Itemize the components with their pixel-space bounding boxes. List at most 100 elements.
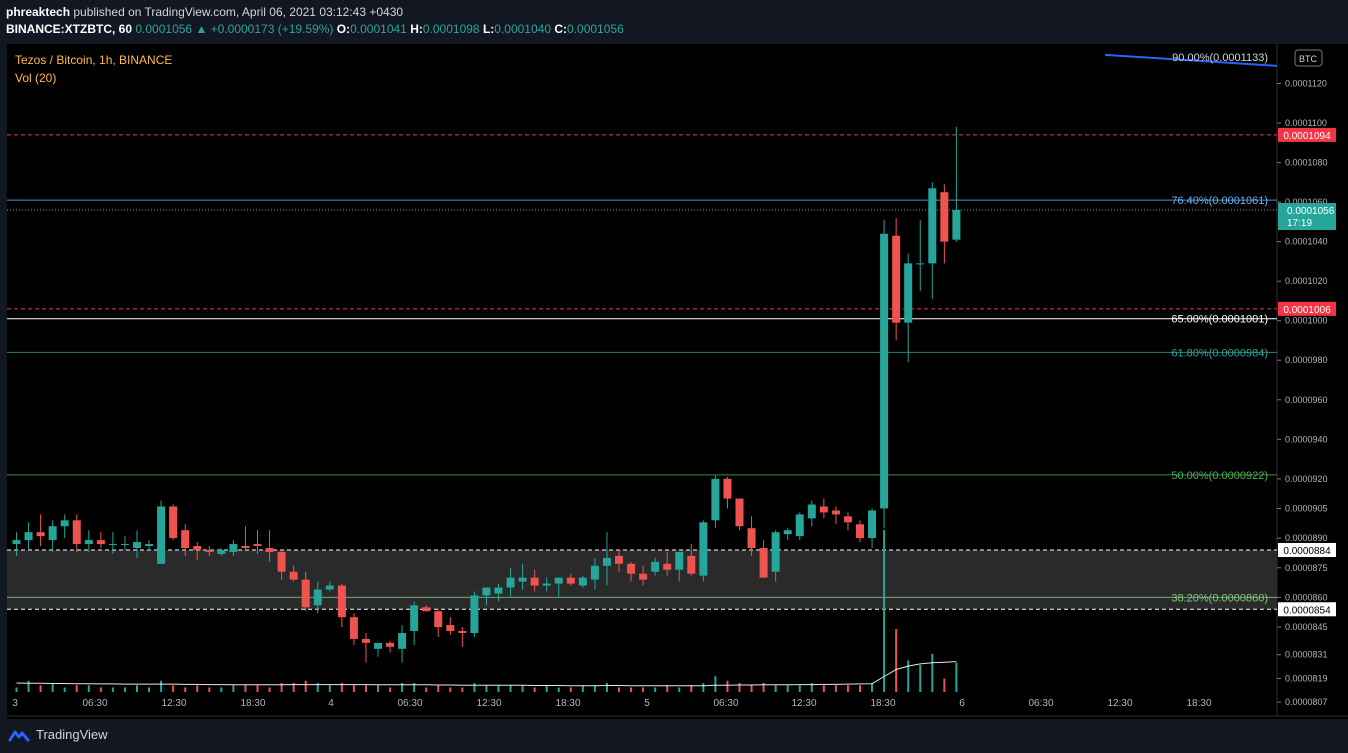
candle-body [675, 551, 684, 570]
candle-body [856, 524, 864, 539]
candle-body [301, 579, 310, 608]
fib-label: 61.80%(0.0000984) [1171, 347, 1268, 359]
candle-body [639, 573, 648, 580]
candle-body [48, 526, 57, 541]
x-tick-label: 06:30 [397, 698, 422, 709]
candle-body [145, 544, 154, 547]
candle-body [349, 617, 358, 639]
candle-countdown: 17:19 [1287, 218, 1312, 229]
candle-body [289, 571, 298, 580]
chart-header: phreaktech published on TradingView.com,… [0, 0, 1348, 44]
candle-body [747, 528, 756, 548]
tradingview-logo-icon [8, 730, 30, 741]
x-tick-label: 12:30 [476, 698, 501, 709]
y-tick-label: 0.0000807 [1285, 697, 1328, 707]
candle-body [542, 583, 551, 586]
high-value: 0.0001098 [422, 22, 480, 36]
candle-body [554, 577, 563, 584]
candle-body [72, 520, 81, 545]
candle-body [843, 516, 852, 523]
volume-legend[interactable]: Vol (20) [15, 71, 56, 85]
candle-body [663, 563, 672, 570]
candle-body [169, 506, 178, 539]
chart-background[interactable] [7, 44, 1277, 719]
price-line-label-bg [1278, 127, 1336, 142]
candle-body [590, 565, 599, 580]
candle-body [205, 549, 214, 552]
candle-body [482, 587, 491, 596]
candle-body [12, 540, 21, 545]
candle-body [386, 642, 395, 647]
candle-body [699, 522, 708, 576]
high-label: H: [410, 22, 423, 36]
y-tick-label: 0.0001000 [1285, 316, 1328, 326]
footer: TradingView [0, 719, 1348, 753]
candle-body [60, 520, 69, 527]
price-scale[interactable] [1277, 44, 1348, 719]
candle-body [807, 504, 816, 519]
price-chart[interactable]: 0.00011200.00011000.00010800.00010600.00… [0, 44, 1348, 719]
fib-trend-line [1104, 53, 1278, 67]
candle-body [181, 530, 190, 548]
y-tick-label: 0.0000890 [1285, 533, 1328, 543]
currency-badge[interactable] [1294, 49, 1323, 67]
candle-body [337, 585, 346, 618]
candle-body [277, 551, 286, 572]
y-tick-label: 0.0000905 [1285, 503, 1328, 513]
candle-body [96, 540, 105, 545]
last-price: 0.0001056 [135, 22, 193, 36]
low-label: L: [482, 22, 495, 36]
publish-text: published on TradingView.com, April 06, … [73, 5, 404, 19]
tradingview-logo[interactable]: TradingView [8, 727, 108, 742]
candle-body [374, 642, 382, 649]
x-tick-label: 18:30 [870, 698, 895, 709]
candle-body [795, 514, 804, 537]
candle-body [952, 210, 961, 240]
candle-body [434, 611, 443, 628]
candle-body [602, 557, 611, 566]
ohlc-line: BINANCE:XTZBTC, 60 0.0001056 ▲ +0.000017… [6, 22, 624, 36]
y-tick-label: 0.0000960 [1285, 395, 1328, 405]
candle-body [578, 577, 587, 586]
candle-body [398, 632, 407, 649]
candle-body [241, 546, 250, 548]
price-line-label: 0.0000884 [1283, 546, 1331, 557]
candle-body [36, 532, 45, 537]
candle-body [735, 498, 744, 527]
candle-body [928, 188, 937, 264]
x-tick-label: 18:30 [555, 698, 580, 709]
candle-body [651, 561, 660, 572]
candle-body [494, 587, 503, 594]
candle-body [422, 607, 431, 612]
candle-body [446, 625, 455, 632]
y-tick-label: 0.0001080 [1285, 158, 1328, 168]
y-tick-label: 0.0000845 [1285, 622, 1328, 632]
candle-body [880, 233, 889, 509]
y-tick-label: 0.0000860 [1285, 592, 1328, 602]
open-label: O: [336, 22, 351, 36]
x-tick-label: 18:30 [1186, 698, 1211, 709]
fib-label: 38.20%(0.0000860) [1171, 592, 1268, 604]
price-line-label-bg [1278, 542, 1336, 557]
price-line-label: 0.0000854 [1283, 605, 1331, 616]
volume-ma-line [16, 661, 957, 687]
candle-body [157, 506, 166, 564]
last-price-tag [1278, 203, 1336, 231]
candle-body [265, 548, 274, 552]
fib-label: 76.40%(0.0001061) [1171, 195, 1268, 207]
x-tick-label: 12:30 [1107, 698, 1132, 709]
y-tick-label: 0.0000940 [1285, 434, 1328, 444]
chart-legend-title[interactable]: Tezos / Bitcoin, 1h, BINANCE [15, 53, 172, 67]
publisher-name[interactable]: phreaktech [6, 5, 71, 19]
candle-body [783, 530, 792, 535]
low-value: 0.0001040 [494, 22, 551, 36]
candle-body [506, 577, 515, 588]
candle-body [133, 542, 141, 548]
candle-body [253, 544, 262, 547]
open-value: 0.0001041 [350, 22, 407, 36]
fib-label: 65.00%(0.0001001) [1171, 314, 1268, 326]
candle-body [687, 555, 696, 574]
symbol-line: BINANCE:XTZBTC, 60 [6, 22, 133, 36]
candle-body [940, 192, 949, 242]
candle-body [627, 563, 636, 574]
